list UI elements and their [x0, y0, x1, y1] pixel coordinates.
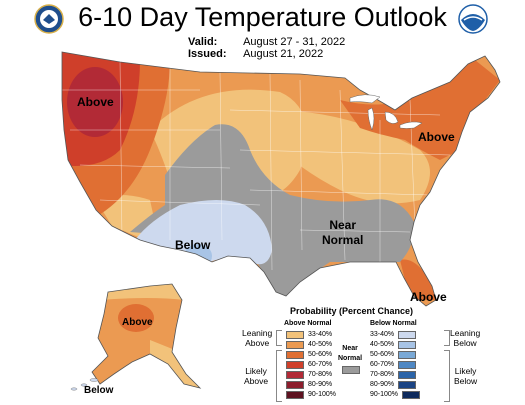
label-florida: Above — [410, 290, 447, 304]
legend-below-label: 80-90% — [370, 381, 395, 388]
label-northwest: Above — [77, 95, 114, 109]
legend-below-row: 60-70% — [370, 360, 420, 369]
legend-below-swatch — [398, 360, 417, 369]
leaning-above-bracket — [276, 330, 282, 346]
legend-below-swatch — [398, 340, 417, 349]
likely-below-bracket — [444, 350, 450, 402]
legend-near-swatch — [342, 366, 360, 374]
legend: Probability (Percent Chance) Above Norma… — [240, 300, 522, 405]
legend-title: Probability (Percent Chance) — [290, 306, 414, 316]
legend-above-swatch — [286, 350, 304, 359]
legend-below-row: 50-60% — [370, 350, 420, 359]
issued-line: Issued: August 21, 2022 — [188, 48, 323, 60]
legend-below-label: 50-60% — [370, 351, 395, 358]
valid-dates: August 27 - 31, 2022 — [243, 36, 346, 48]
legend-above-swatch — [286, 360, 304, 369]
legend-above-swatch — [286, 370, 304, 379]
legend-likely-above: Likely Above — [244, 366, 269, 386]
legend-above-swatch — [286, 330, 304, 339]
legend-above-label: 33-40% — [308, 331, 333, 338]
label-central: Near Normal — [322, 218, 363, 248]
doc-seal-icon — [34, 4, 64, 34]
label-central-text: Near Normal — [322, 218, 364, 247]
legend-above-row: 60-70% — [286, 360, 332, 369]
valid-line: Valid: August 27 - 31, 2022 — [188, 36, 345, 48]
legend-above-swatch — [286, 380, 304, 389]
legend-above-label: 60-70% — [308, 361, 333, 368]
label-northeast: Above — [418, 130, 455, 144]
leaning-below-bracket — [444, 330, 450, 346]
legend-below-row: 80-90% — [370, 380, 420, 389]
legend-below-header: Below Normal — [370, 320, 417, 327]
legend-below-label: 40-50% — [370, 341, 395, 348]
legend-above-label: 40-50% — [308, 341, 333, 348]
legend-below-label: 90-100% — [370, 391, 399, 398]
legend-above-swatch — [286, 390, 304, 399]
legend-above-row: 90-100% — [286, 390, 336, 399]
legend-below-row: 33-40% — [370, 330, 420, 339]
legend-below-swatch — [398, 380, 417, 389]
noaa-logo-icon — [458, 4, 488, 34]
legend-above-row: 70-80% — [286, 370, 332, 379]
map-title: 6-10 Day Temperature Outlook — [78, 2, 447, 32]
legend-below-row: 90-100% — [370, 390, 424, 399]
valid-label: Valid: — [188, 36, 218, 48]
label-alaska: Above — [122, 317, 153, 328]
legend-above-label: 90-100% — [308, 391, 337, 398]
legend-above-label: 80-90% — [308, 381, 333, 388]
legend-above-row: 33-40% — [286, 330, 332, 339]
legend-likely-below: Likely Below — [454, 366, 478, 386]
legend-above-header: Above Normal — [284, 320, 332, 327]
legend-leaning-below: Leaning Below — [450, 328, 481, 348]
label-southwest: Below — [175, 238, 211, 252]
legend-above-row: 40-50% — [286, 340, 332, 349]
legend-below-row: 40-50% — [370, 340, 420, 349]
legend-below-swatch — [402, 390, 421, 399]
legend-below-row: 70-80% — [370, 370, 420, 379]
legend-below-swatch — [398, 350, 417, 359]
issued-date: August 21, 2022 — [243, 48, 324, 60]
issued-label: Issued: — [188, 48, 227, 60]
legend-below-swatch — [398, 370, 417, 379]
legend-leaning-above: Leaning Above — [242, 328, 273, 348]
likely-above-bracket — [276, 350, 282, 402]
legend-above-row: 80-90% — [286, 380, 332, 389]
legend-below-label: 70-80% — [370, 371, 395, 378]
legend-above-label: 70-80% — [308, 371, 333, 378]
legend-above-label: 50-60% — [308, 351, 333, 358]
legend-above-row: 50-60% — [286, 350, 332, 359]
legend-above-swatch — [286, 340, 304, 349]
label-alaska-south: Below — [84, 385, 114, 396]
legend-near-label: Near Normal — [338, 345, 363, 362]
legend-below-swatch — [398, 330, 417, 339]
legend-below-label: 60-70% — [370, 361, 395, 368]
legend-below-label: 33-40% — [370, 331, 395, 338]
